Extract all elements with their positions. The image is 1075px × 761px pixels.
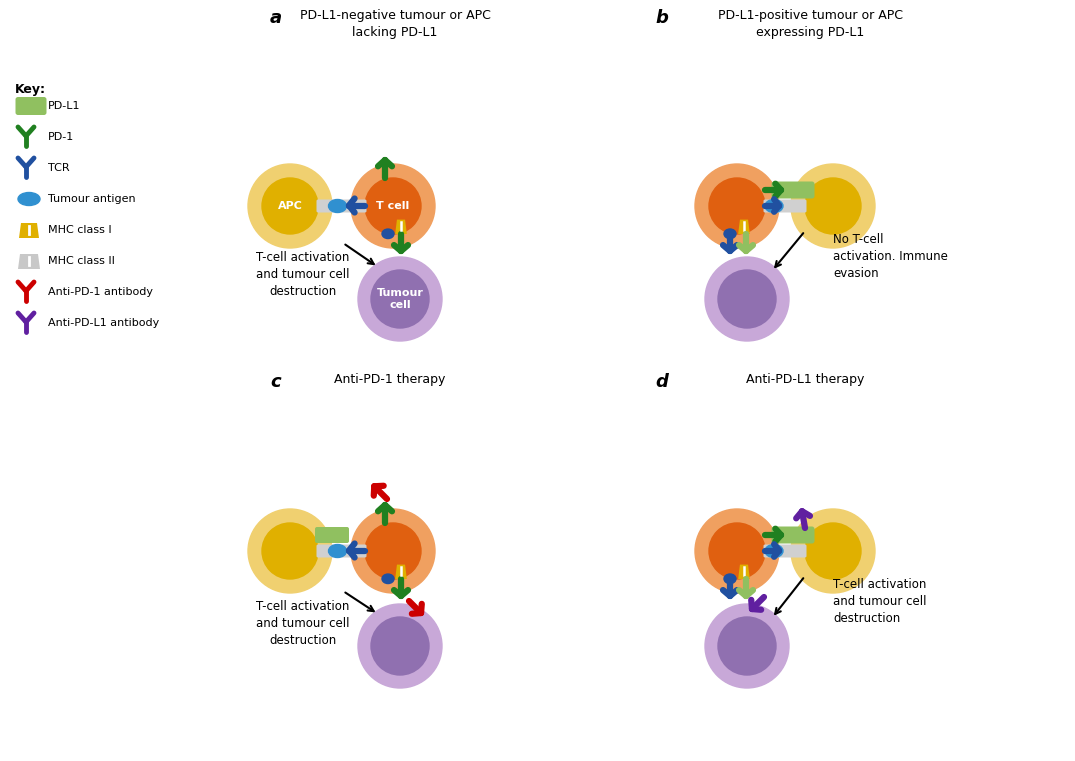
Circle shape bbox=[366, 523, 421, 579]
Ellipse shape bbox=[382, 574, 395, 584]
Circle shape bbox=[352, 164, 435, 248]
Circle shape bbox=[710, 178, 765, 234]
Circle shape bbox=[805, 178, 861, 234]
Ellipse shape bbox=[329, 199, 346, 212]
Polygon shape bbox=[739, 565, 750, 579]
Ellipse shape bbox=[18, 193, 40, 205]
Circle shape bbox=[358, 257, 442, 341]
Text: T-cell activation
and tumour cell
destruction: T-cell activation and tumour cell destru… bbox=[833, 578, 927, 625]
Text: Anti-PD-1 antibody: Anti-PD-1 antibody bbox=[48, 287, 153, 297]
Circle shape bbox=[262, 523, 318, 579]
Text: c: c bbox=[270, 373, 281, 391]
Text: PD-L1: PD-L1 bbox=[48, 101, 81, 111]
Text: PD-1: PD-1 bbox=[48, 132, 74, 142]
Text: T cell: T cell bbox=[376, 201, 410, 211]
Polygon shape bbox=[396, 565, 406, 579]
Circle shape bbox=[248, 164, 332, 248]
FancyBboxPatch shape bbox=[772, 527, 815, 543]
Text: TCR: TCR bbox=[48, 163, 70, 173]
Circle shape bbox=[352, 509, 435, 593]
Ellipse shape bbox=[382, 229, 395, 238]
Circle shape bbox=[710, 523, 765, 579]
Ellipse shape bbox=[723, 229, 736, 239]
FancyBboxPatch shape bbox=[15, 97, 46, 115]
Circle shape bbox=[262, 178, 318, 234]
Text: Anti-PD-L1 therapy: Anti-PD-L1 therapy bbox=[746, 373, 864, 386]
Ellipse shape bbox=[329, 545, 346, 558]
Text: MHC class II: MHC class II bbox=[48, 256, 115, 266]
Circle shape bbox=[371, 617, 429, 675]
Polygon shape bbox=[18, 254, 40, 269]
Circle shape bbox=[791, 164, 875, 248]
Text: PD-L1-positive tumour or APC
expressing PD-L1: PD-L1-positive tumour or APC expressing … bbox=[717, 9, 903, 39]
Text: a: a bbox=[270, 9, 282, 27]
Circle shape bbox=[371, 270, 429, 328]
Circle shape bbox=[718, 270, 776, 328]
Circle shape bbox=[366, 178, 421, 234]
Circle shape bbox=[791, 509, 875, 593]
Polygon shape bbox=[739, 220, 750, 234]
Text: Key:: Key: bbox=[15, 83, 46, 96]
Text: Anti-PD-L1 antibody: Anti-PD-L1 antibody bbox=[48, 318, 159, 328]
Text: T-cell activation
and tumour cell
destruction: T-cell activation and tumour cell destru… bbox=[256, 251, 349, 298]
Circle shape bbox=[705, 257, 789, 341]
Ellipse shape bbox=[765, 545, 783, 558]
Text: APC: APC bbox=[277, 201, 302, 211]
FancyBboxPatch shape bbox=[763, 199, 806, 212]
Ellipse shape bbox=[723, 574, 736, 584]
Circle shape bbox=[358, 604, 442, 688]
FancyBboxPatch shape bbox=[316, 199, 367, 212]
Text: Tumour
cell: Tumour cell bbox=[376, 288, 424, 310]
Polygon shape bbox=[19, 223, 39, 238]
Text: b: b bbox=[655, 9, 668, 27]
Text: Anti-PD-1 therapy: Anti-PD-1 therapy bbox=[334, 373, 446, 386]
FancyBboxPatch shape bbox=[315, 527, 349, 543]
Circle shape bbox=[705, 604, 789, 688]
Text: MHC class I: MHC class I bbox=[48, 225, 112, 235]
Circle shape bbox=[248, 509, 332, 593]
Polygon shape bbox=[396, 220, 406, 234]
Text: PD-L1-negative tumour or APC
lacking PD-L1: PD-L1-negative tumour or APC lacking PD-… bbox=[300, 9, 490, 39]
Circle shape bbox=[718, 617, 776, 675]
FancyBboxPatch shape bbox=[763, 545, 806, 558]
FancyBboxPatch shape bbox=[316, 545, 367, 558]
Text: No T-cell
activation. Immune
evasion: No T-cell activation. Immune evasion bbox=[833, 233, 948, 280]
FancyBboxPatch shape bbox=[772, 182, 815, 199]
Circle shape bbox=[696, 164, 779, 248]
Text: Tumour antigen: Tumour antigen bbox=[48, 194, 135, 204]
Ellipse shape bbox=[765, 199, 783, 212]
Circle shape bbox=[696, 509, 779, 593]
Text: T-cell activation
and tumour cell
destruction: T-cell activation and tumour cell destru… bbox=[256, 600, 349, 647]
Circle shape bbox=[805, 523, 861, 579]
Text: d: d bbox=[655, 373, 668, 391]
